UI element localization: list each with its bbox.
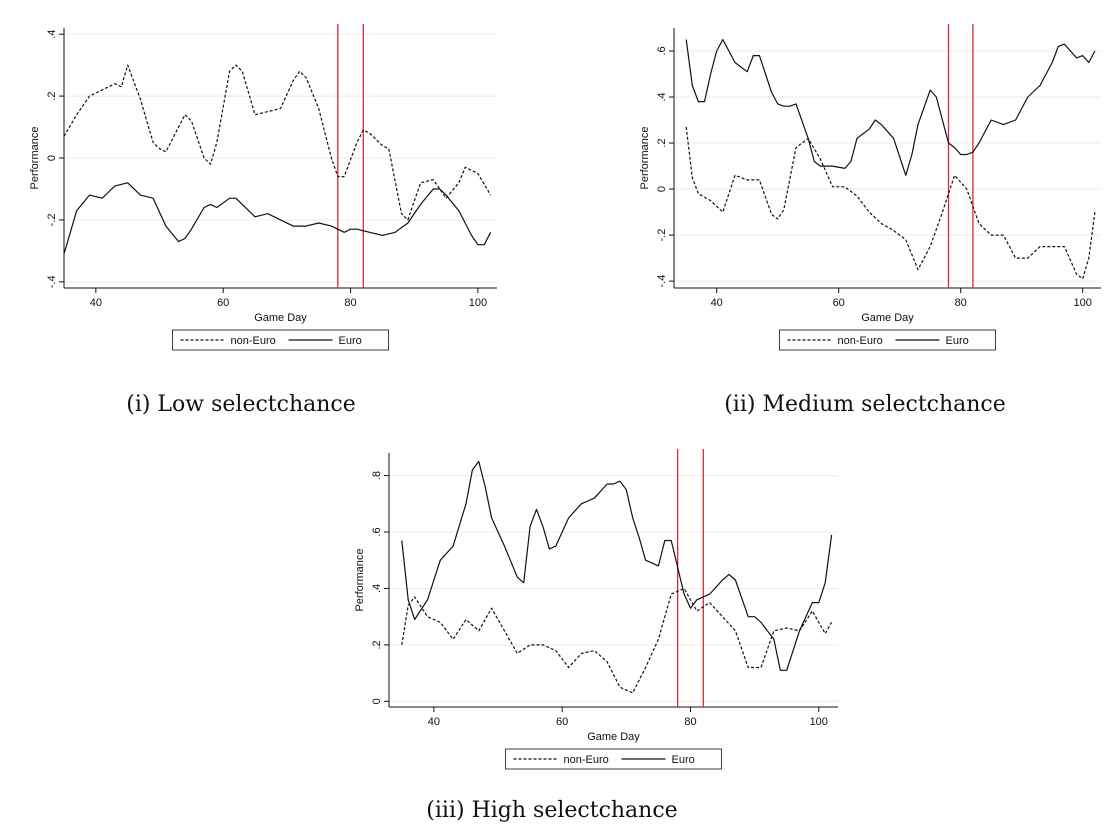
legend-label: non-Euro <box>564 754 609 766</box>
x-tick-label: 40 <box>90 297 102 309</box>
legend-box <box>505 748 722 770</box>
legend-box <box>172 329 389 351</box>
y-tick-label: .4 <box>656 92 668 101</box>
legend-label: non-Euro <box>231 335 276 347</box>
x-tick-label: 80 <box>955 297 967 309</box>
chart-panel-low: -.4 -.2 0 .2 .4 40 60 80 100 Game Day Performance n… <box>0 0 510 360</box>
caption-medium: (ii) Medium selectchance <box>724 392 1006 417</box>
x-tick-label: 80 <box>684 716 696 728</box>
x-axis-title: Game Day <box>587 731 640 743</box>
y-tick-label: .2 <box>371 640 383 649</box>
x-tick-label: 60 <box>833 297 845 309</box>
legend-box <box>779 329 996 351</box>
y-tick-label: 0 <box>46 155 58 161</box>
x-tick-label: 40 <box>428 716 440 728</box>
legend-label: Euro <box>946 335 969 347</box>
caption-low: (i) Low selectchance <box>126 392 356 417</box>
y-tick-label: 0 <box>371 698 383 704</box>
y-axis-title: Performance <box>29 127 41 190</box>
y-tick-label: .8 <box>371 471 383 480</box>
legend-label: Euro <box>339 335 362 347</box>
chart-panel-medium: -.4 -.2 0 .2 .4 .6 40 60 80 100 Game Day Performanc… <box>610 0 1107 360</box>
y-axis-title: Performance <box>354 549 366 612</box>
chart-medium-svg: -.4 -.2 0 .2 .4 .6 40 60 80 100 Game Day Performanc… <box>639 24 1101 351</box>
y-tick-label: .2 <box>656 138 668 147</box>
series-line-non-euro <box>401 587 833 694</box>
series-line-non-euro <box>685 126 1096 280</box>
x-tick-label: 60 <box>217 297 229 309</box>
x-tick-label: 60 <box>556 716 568 728</box>
y-axis-title: Performance <box>639 127 651 190</box>
series-line-euro <box>685 38 1096 176</box>
y-tick-label: .6 <box>656 46 668 55</box>
x-tick-label: 40 <box>711 297 723 309</box>
series-line-euro <box>401 460 833 671</box>
y-tick-label: .6 <box>371 527 383 536</box>
x-axis-title: Game Day <box>861 312 914 324</box>
legend-label: non-Euro <box>838 335 883 347</box>
y-tick-label: .4 <box>371 584 383 593</box>
y-tick-label: -.2 <box>656 229 668 242</box>
chart-low-svg: -.4 -.2 0 .2 .4 40 60 80 100 Game Day Performance n… <box>29 24 497 351</box>
x-tick-label: 100 <box>1074 297 1092 309</box>
y-tick-label: .4 <box>46 30 58 39</box>
y-tick-label: -.4 <box>46 275 58 288</box>
y-tick-label: -.2 <box>46 213 58 226</box>
series-line-euro <box>63 182 492 255</box>
x-tick-label: 100 <box>469 297 487 309</box>
series-line-non-euro <box>63 64 492 221</box>
y-tick-label: -.4 <box>656 275 668 288</box>
chart-panel-high: 0 .2 .4 .6 .8 40 60 80 100 Game Day Performance non… <box>325 435 845 775</box>
legend-label: Euro <box>672 754 695 766</box>
x-axis-title: Game Day <box>254 312 307 324</box>
x-tick-label: 80 <box>344 297 356 309</box>
x-tick-label: 100 <box>810 716 828 728</box>
y-tick-label: 0 <box>656 186 668 192</box>
caption-high: (iii) High selectchance <box>426 798 678 823</box>
y-tick-label: .2 <box>46 92 58 101</box>
chart-high-svg: 0 .2 .4 .6 .8 40 60 80 100 Game Day Performance non… <box>354 449 838 770</box>
